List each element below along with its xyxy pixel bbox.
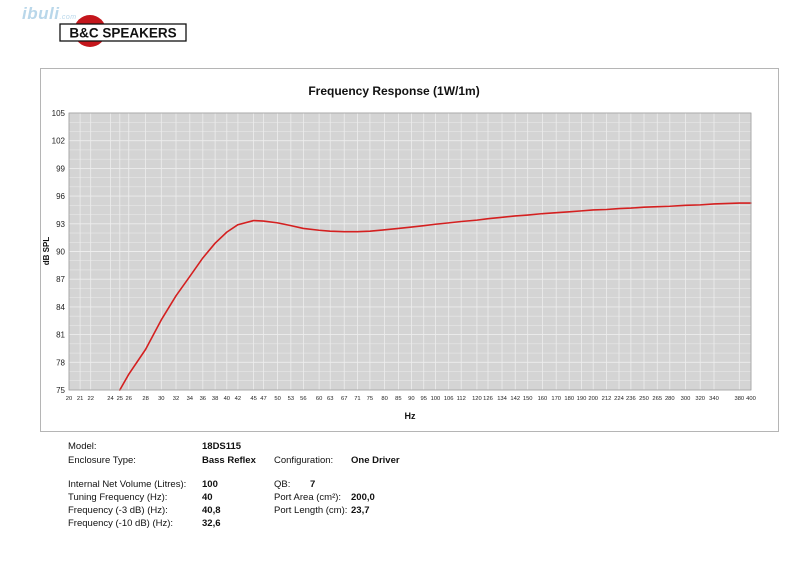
model-value: 18DS115: [202, 441, 242, 452]
x-tick-label: 28: [142, 396, 148, 402]
volume-value: 100: [202, 479, 218, 490]
port-area-value: 200,0: [351, 492, 375, 503]
y-tick-label: 87: [56, 275, 65, 284]
x-tick-label: 36: [200, 396, 206, 402]
x-tick-label: 236: [626, 396, 636, 402]
x-tick-label: 30: [158, 396, 164, 402]
x-tick-label: 38: [212, 396, 218, 402]
x-tick-label: 160: [538, 396, 548, 402]
x-tick-label: 60: [316, 396, 322, 402]
x-tick-label: 45: [250, 396, 256, 402]
y-tick-label: 93: [56, 220, 65, 229]
x-tick-label: 100: [431, 396, 441, 402]
x-tick-label: 280: [665, 396, 675, 402]
x-tick-label: 56: [300, 396, 306, 402]
y-axis-label: dB SPL: [42, 237, 51, 266]
chart-title: Frequency Response (1W/1m): [308, 84, 479, 98]
x-tick-label: 47: [260, 396, 266, 402]
response-curve: [119, 202, 752, 391]
y-tick-label: 90: [56, 248, 65, 257]
x-tick-label: 50: [274, 396, 280, 402]
y-tick-label: 99: [56, 164, 65, 173]
x-tick-label: 75: [367, 396, 373, 402]
y-tick-label: 102: [52, 137, 66, 146]
x-tick-label: 180: [564, 396, 574, 402]
brand-name: B&C SPEAKERS: [69, 26, 176, 41]
brand-logo: B&C SPEAKERS: [59, 15, 187, 47]
x-tick-label: 224: [614, 396, 624, 402]
qb-value: 7: [310, 479, 316, 490]
x-tick-label: 53: [288, 396, 294, 402]
site-watermark: ibuli.com: [22, 4, 77, 23]
x-tick-label: 26: [126, 396, 132, 402]
x-tick-label: 40: [224, 396, 230, 402]
frequency-response-chart: Frequency Response (1W/1m) 75 78 81 84 87 90 9…: [42, 84, 756, 421]
x-axis-label: Hz: [405, 411, 416, 421]
x-tick-label: 150: [523, 396, 533, 402]
x-tick-label: 250: [639, 396, 649, 402]
chart-frame: Frequency Response (1W/1m) 75 78 81 84 87 90 9…: [40, 68, 779, 432]
x-tick-label: 106: [444, 396, 454, 402]
x-tick-label: 134: [497, 396, 507, 402]
model-label: Model:: [68, 441, 97, 452]
f10-value: 32,6: [202, 518, 221, 529]
configuration-value: One Driver: [351, 455, 400, 466]
x-tick-label: 340: [709, 396, 719, 402]
x-tick-label: 142: [510, 396, 520, 402]
port-area-label: Port Area (cm²):: [274, 492, 342, 503]
x-tick-label: 380: [734, 396, 744, 402]
tuning-value: 40: [202, 492, 213, 503]
x-tick-label: 126: [483, 396, 493, 402]
x-tick-labels: 20 21 22 24 25 26 28 30 32 34 36 38 40 42 45 47 50 53 56 60…: [66, 396, 756, 402]
x-tick-label: 80: [381, 396, 387, 402]
f10-label: Frequency (-10 dB) (Hz):: [68, 518, 174, 529]
x-tick-label: 170: [551, 396, 561, 402]
port-length-label: Port Length (cm):: [274, 505, 348, 516]
x-tick-label: 34: [187, 396, 194, 402]
y-tick-label: 96: [56, 192, 65, 201]
y-tick-label: 78: [56, 358, 65, 367]
plot-border: [68, 112, 752, 391]
x-tick-label: 67: [341, 396, 347, 402]
f3-label: Frequency (-3 dB) (Hz):: [68, 505, 168, 516]
x-tick-label: 320: [695, 396, 705, 402]
port-length-value: 23,7: [351, 505, 370, 516]
x-tick-label: 212: [602, 396, 612, 402]
y-tick-label: 81: [56, 331, 65, 340]
y-tick-label: 105: [52, 109, 66, 118]
x-tick-label: 22: [87, 396, 93, 402]
configuration-label: Configuration:: [274, 455, 334, 466]
x-tick-label: 300: [681, 396, 691, 402]
x-tick-label: 24: [107, 396, 114, 402]
y-tick-label: 84: [56, 303, 65, 312]
x-tick-label: 190: [577, 396, 587, 402]
x-tick-label: 400: [746, 396, 756, 402]
x-tick-label: 20: [66, 396, 72, 402]
x-tick-label: 63: [327, 396, 333, 402]
enclosure-value: Bass Reflex: [202, 455, 256, 466]
y-tick-label: 75: [56, 386, 65, 395]
y-tick-labels: 75 78 81 84 87 90 93 96 99 102 105: [52, 109, 66, 395]
f3-value: 40,8: [202, 505, 221, 516]
x-tick-label: 42: [235, 396, 241, 402]
tuning-label: Tuning Frequency (Hz):: [68, 492, 168, 503]
volume-label: Internal Net Volume (Litres):: [68, 479, 187, 490]
x-tick-label: 85: [395, 396, 401, 402]
x-tick-label: 265: [652, 396, 662, 402]
x-tick-label: 95: [420, 396, 426, 402]
qb-label: QB:: [274, 479, 291, 490]
x-tick-label: 120: [472, 396, 482, 402]
x-tick-label: 21: [77, 396, 83, 402]
grid-lines: [68, 112, 752, 391]
x-tick-label: 200: [588, 396, 598, 402]
x-tick-label: 25: [117, 396, 123, 402]
x-tick-label: 90: [408, 396, 414, 402]
x-tick-label: 71: [354, 396, 360, 402]
enclosure-label: Enclosure Type:: [68, 455, 136, 466]
x-tick-label: 112: [457, 396, 466, 402]
x-tick-label: 32: [173, 396, 179, 402]
